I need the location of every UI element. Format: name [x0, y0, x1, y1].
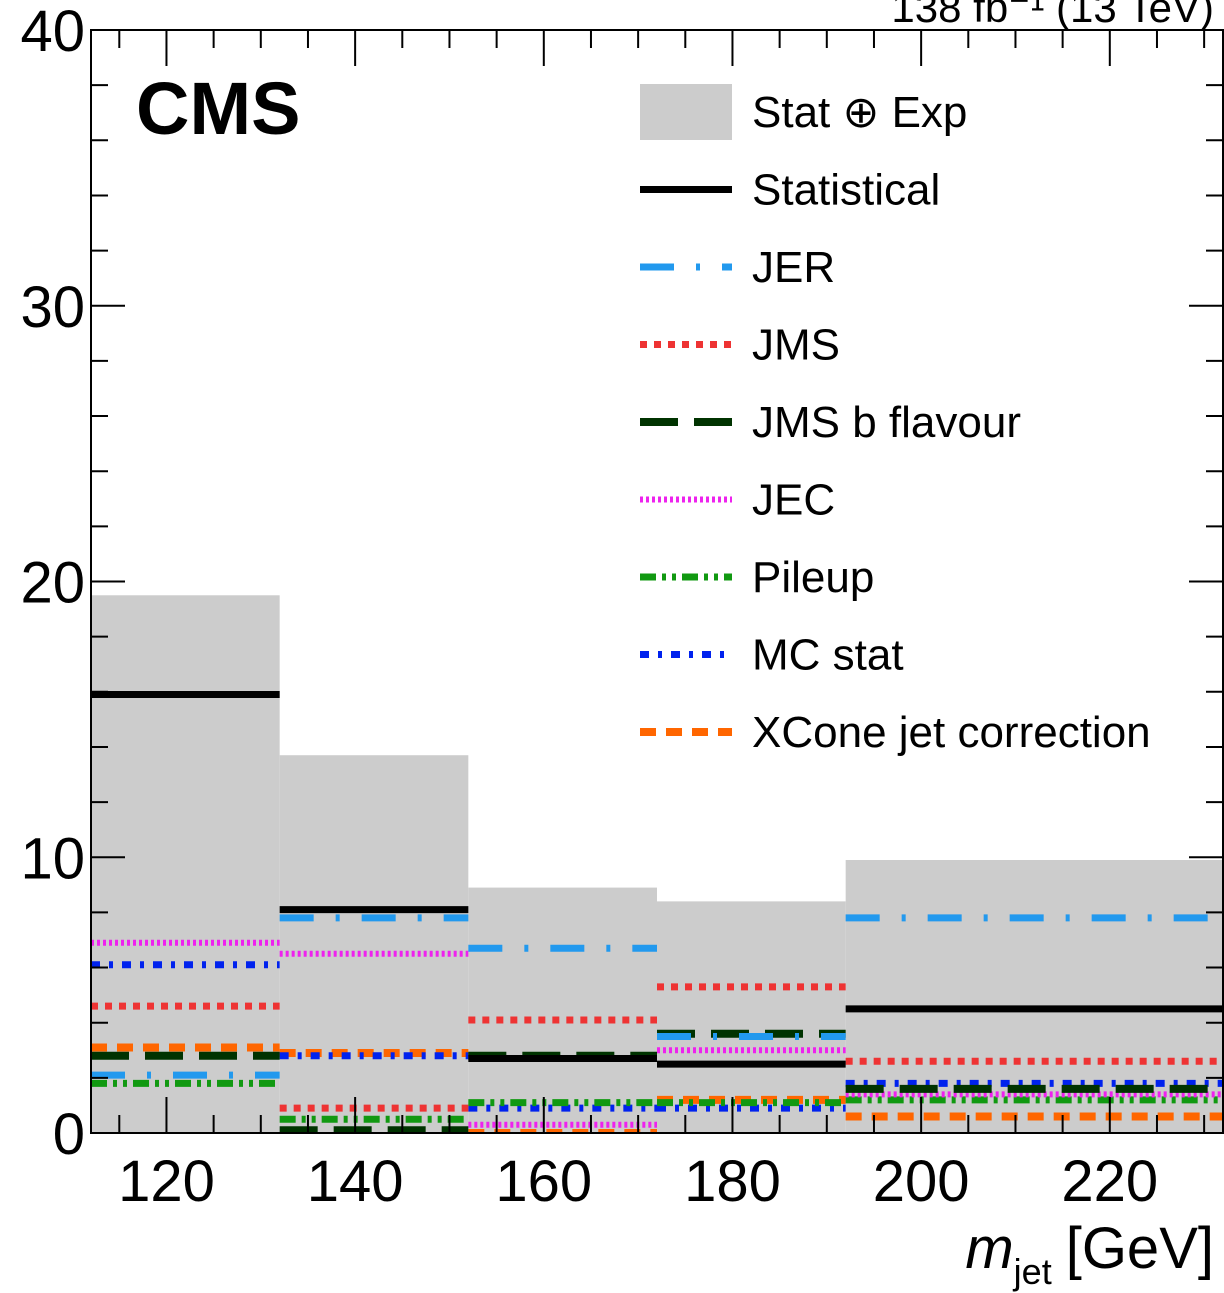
x-axis-unit: [GeV]: [1066, 1216, 1214, 1281]
x-axis-symbol: m: [965, 1216, 1013, 1281]
legend-label: XCone jet correction: [752, 708, 1151, 757]
y-tick-label: 40: [20, 0, 85, 64]
legend-label: JER: [752, 243, 835, 292]
legend-label: Pileup: [752, 553, 874, 602]
legend-label: Statistical: [752, 166, 940, 215]
legend-label: JMS: [752, 321, 840, 370]
x-tick-label: 200: [873, 1149, 970, 1214]
y-tick-label: 20: [20, 551, 85, 616]
band-bin: [279, 755, 469, 1133]
band-bin: [91, 595, 280, 1133]
y-tick-label: 10: [20, 826, 85, 891]
x-tick-label: 160: [495, 1149, 592, 1214]
x-tick-label: 140: [307, 1149, 404, 1214]
y-tick-label: 30: [20, 275, 85, 340]
x-axis-title: mjet [GeV]: [965, 1216, 1214, 1292]
x-tick-label: 120: [118, 1149, 215, 1214]
cms-label: CMS: [136, 67, 300, 150]
band-bin: [657, 901, 846, 1133]
legend-label: JEC: [752, 476, 835, 525]
legend-label: JMS b flavour: [752, 398, 1021, 447]
lumi-label: 138 fb⁻¹ (13 TeV): [891, 0, 1214, 31]
legend: Stat ⊕ Exp Statistical JER JMS JMS b flavour…: [640, 84, 1151, 757]
x-tick-label: 220: [1061, 1149, 1158, 1214]
legend-label: MC stat: [752, 631, 904, 680]
x-tick-label: 180: [684, 1149, 781, 1214]
y-tick-label: 0: [53, 1102, 85, 1167]
band-bin: [468, 887, 657, 1133]
x-axis-subscript: jet: [1013, 1251, 1052, 1292]
legend-swatch-band: [640, 84, 732, 140]
legend-label: Stat ⊕ Exp: [752, 88, 967, 137]
